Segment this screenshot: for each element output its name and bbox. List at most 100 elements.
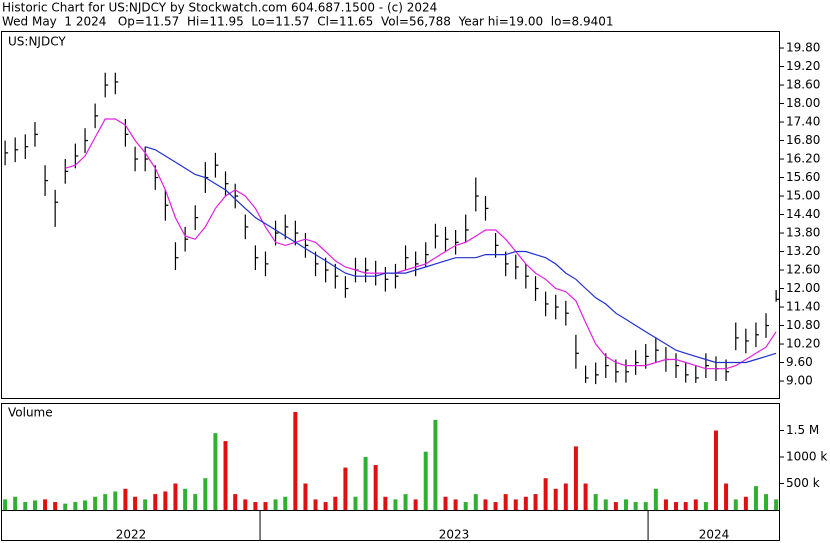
y-tick-label: 19.80 (786, 41, 820, 55)
volume-bar (203, 478, 208, 510)
y-tick-label: 16.20 (786, 152, 820, 166)
chart-subtitle: Wed May 1 2024 Op=11.57 Hi=11.95 Lo=11.5… (2, 15, 613, 29)
volume-bar (503, 494, 508, 510)
volume-bar (193, 494, 198, 510)
volume-bar (83, 500, 88, 510)
volume-bar (663, 499, 668, 510)
volume-bar (743, 496, 748, 510)
volume-panel (1, 403, 780, 511)
y-tick-label: 9.00 (786, 374, 813, 388)
y-tick-label: 15.00 (786, 189, 820, 203)
y-tick-label: 16.80 (786, 133, 820, 147)
volume-bar (223, 441, 228, 510)
price-panel (1, 31, 780, 399)
volume-bar (493, 502, 498, 510)
x-tick-label: 2024 (699, 528, 730, 542)
y-tick-label: 14.40 (786, 207, 820, 221)
volume-bar (724, 483, 729, 510)
y-tick-label: 12.00 (786, 281, 820, 295)
volume-bar (73, 502, 78, 510)
volume-bar (373, 464, 378, 510)
volume-bar (613, 502, 618, 510)
volume-bar (764, 494, 769, 510)
volume-bar (643, 502, 648, 510)
moving-average (65, 118, 777, 370)
volume-bar (433, 419, 438, 510)
volume-bar (523, 496, 528, 510)
volume-bar (163, 491, 168, 510)
volume-tick-label: 1.5 M (786, 423, 819, 437)
y-tick-label: 11.40 (786, 300, 820, 314)
volume-bar (593, 494, 598, 510)
volume-bar (123, 488, 128, 510)
volume-bar (413, 499, 418, 510)
volume-bar (383, 496, 388, 510)
volume-bar (513, 499, 518, 510)
volume-bar (133, 496, 138, 510)
volume-bar (753, 486, 758, 510)
chart-title: Historic Chart for US:NJDCY by Stockwatc… (2, 1, 437, 15)
volume-bar (683, 502, 688, 510)
volume-bar (533, 494, 538, 510)
y-tick-label: 10.20 (786, 337, 820, 351)
volume-bar (553, 488, 558, 510)
volume-label: Volume (8, 406, 53, 420)
x-axis-panel (1, 510, 780, 541)
y-tick-label: 13.20 (786, 244, 820, 258)
volume-bar (623, 499, 628, 510)
volume-bar (243, 499, 248, 510)
y-tick-label: 13.80 (786, 226, 820, 240)
x-tick-label: 2023 (439, 528, 470, 542)
volume-bar (323, 502, 328, 510)
volume-bar (233, 494, 238, 510)
moving-average (145, 146, 777, 364)
volume-bar (653, 488, 658, 510)
volume-bar (23, 502, 28, 510)
y-tick-label: 9.60 (786, 355, 813, 369)
volume-bar (3, 499, 8, 510)
volume-bar (423, 451, 428, 510)
volume-bar (703, 502, 708, 510)
volume-bar (32, 500, 37, 510)
volume-bar (143, 499, 148, 510)
volume-bar (303, 483, 308, 510)
y-tick-label: 19.20 (786, 59, 820, 73)
volume-bar (313, 499, 318, 510)
volume-bar (674, 502, 679, 510)
volume-bar (693, 499, 698, 510)
volume-bar (263, 502, 268, 510)
volume-bar (183, 488, 188, 510)
volume-bar (563, 483, 568, 510)
volume-bar (363, 457, 368, 510)
volume-bar (113, 491, 118, 510)
volume-bar (633, 502, 638, 510)
volume-bar (403, 494, 408, 510)
volume-bar (473, 494, 478, 510)
volume-bar (483, 499, 488, 510)
y-tick-label: 12.60 (786, 263, 820, 277)
volume-bar (774, 499, 779, 510)
volume-bar (43, 499, 48, 510)
volume-bar (63, 503, 68, 510)
volume-bar (733, 499, 738, 510)
y-tick-label: 10.80 (786, 318, 820, 332)
volume-bar (253, 502, 258, 510)
panel-label: US:NJDCY (8, 35, 66, 49)
volume-bar (543, 478, 548, 510)
volume-bar (393, 499, 398, 510)
x-tick-label: 2022 (116, 528, 147, 542)
volume-bar (583, 483, 588, 510)
volume-bar (463, 502, 468, 510)
volume-bar (103, 494, 108, 510)
volume-bar (603, 499, 608, 510)
volume-bar (453, 499, 458, 510)
volume-bar (293, 411, 298, 510)
y-tick-label: 18.00 (786, 96, 820, 110)
volume-bar (283, 496, 288, 510)
y-tick-label: 18.60 (786, 78, 820, 92)
volume-tick-label: 500 k (786, 476, 820, 490)
volume-bar (213, 433, 218, 510)
y-tick-label: 17.40 (786, 115, 820, 129)
volume-bar (713, 430, 718, 510)
